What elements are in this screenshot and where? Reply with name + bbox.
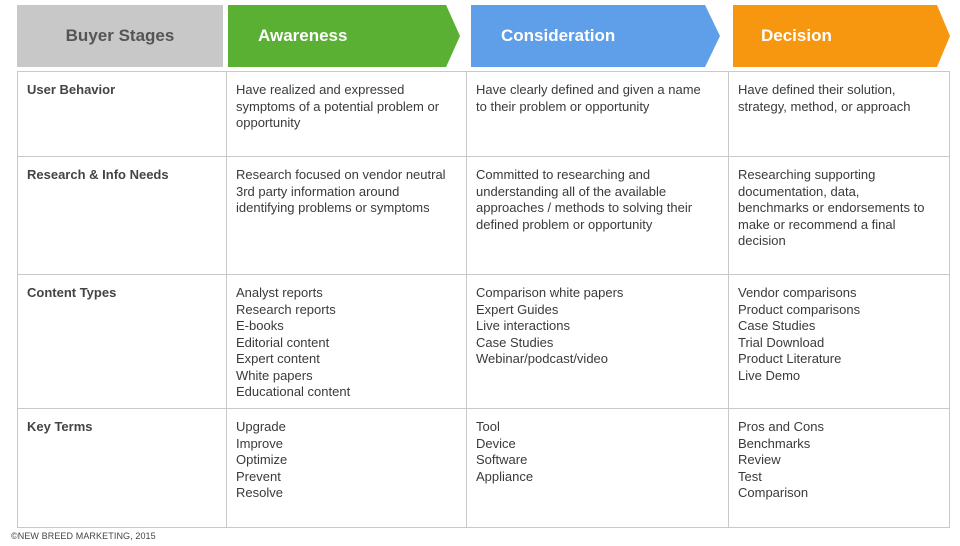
cell-research-info-needs-decision: Researching supporting documentation, dat…	[728, 156, 950, 275]
cell-key-terms-consideration: Tool Device Software Appliance	[466, 408, 729, 528]
cell-line: defined problem or opportunity	[476, 216, 653, 232]
cell-line: identifying problems or symptoms	[236, 200, 430, 215]
cell-line: 3rd party information around	[236, 183, 400, 199]
cell-line: opportunity	[236, 115, 301, 130]
cell-line: benchmarks or endorsements to	[738, 200, 925, 215]
cell-research-info-needs-awareness: Research focused on vendor neutral 3rd pa…	[226, 156, 467, 275]
cell-line: Live interactions	[476, 318, 570, 333]
cell-line: Researching supporting	[738, 167, 876, 182]
cell-user-behavior-consideration: Have clearly defined and given a name to …	[466, 71, 729, 157]
cell-line: Pros and Cons	[738, 419, 824, 434]
row-label: Research & Info Needs	[17, 156, 227, 275]
cell-content-types-awareness: Analyst reports Research reports E-books Ed…	[226, 274, 467, 409]
cell-line: Research focused on vendor neutral	[236, 167, 446, 182]
cell-line: to their problem or opportunity	[476, 98, 650, 114]
cell-line: Research reports	[236, 301, 336, 317]
cell-line: Upgrade	[236, 419, 286, 434]
row-research-info-needs: Research & Info Needs Research focused on…	[17, 156, 950, 275]
stage-header-consideration: Consideration	[471, 5, 720, 67]
cell-line: make or recommend a final	[738, 216, 896, 232]
cell-line: Have clearly defined and given a name	[476, 82, 701, 97]
cell-line: Trial Download	[738, 334, 825, 350]
cell-line: Vendor comparisons	[738, 285, 857, 300]
cell-line: Device	[476, 435, 516, 451]
row-label: Content Types	[17, 274, 227, 409]
cell-line: Comparison white papers	[476, 285, 624, 300]
cell-line: Analyst reports	[236, 285, 323, 300]
cell-line: Have realized and expressed	[236, 82, 405, 97]
cell-line: Test	[738, 468, 762, 484]
cell-line: Expert Guides	[476, 301, 559, 317]
cell-line: Benchmarks	[738, 435, 811, 451]
cell-line: Software	[476, 452, 528, 467]
cell-content-types-consideration: Comparison white papers Expert Guides Live…	[466, 274, 729, 409]
cell-line: Resolve	[236, 485, 283, 500]
cell-content-types-decision: Vendor comparisons Product comparisons Cas…	[728, 274, 950, 409]
cell-line: Case Studies	[738, 318, 816, 333]
cell-key-terms-awareness: Upgrade Improve Optimize Prevent Resolve	[226, 408, 467, 528]
buyer-stages-table: User Behavior Have realized and expressed…	[17, 71, 950, 528]
row-label: User Behavior	[17, 71, 227, 157]
cell-line: approaches / methods to solving their	[476, 200, 693, 215]
buyer-stages-header: Buyer Stages	[17, 5, 223, 67]
cell-line: Educational content	[236, 384, 351, 399]
cell-line: Improve	[236, 435, 283, 451]
row-user-behavior: User Behavior Have realized and expressed…	[17, 71, 950, 157]
cell-line: documentation, data,	[738, 183, 860, 199]
cell-line: symptoms of a potential problem or	[236, 98, 440, 114]
stage-header-decision: Decision	[733, 5, 950, 67]
cell-line: White papers	[236, 367, 313, 383]
cell-key-terms-decision: Pros and Cons Benchmarks Review Test Compari…	[728, 408, 950, 528]
cell-line: strategy, method, or approach	[738, 98, 911, 114]
cell-line: E-books	[236, 318, 284, 333]
cell-user-behavior-decision: Have defined their solution, strategy, me…	[728, 71, 950, 157]
cell-line: Product comparisons	[738, 301, 861, 317]
row-key-terms: Key Terms Upgrade Improve Optimize Prevent Re…	[17, 408, 950, 528]
cell-line: Webinar/podcast/video	[476, 351, 609, 366]
cell-line: Case Studies	[476, 334, 554, 350]
cell-line: Live Demo	[738, 367, 801, 383]
cell-line: Comparison	[738, 485, 809, 500]
cell-line: Review	[738, 452, 781, 467]
cell-line: Expert content	[236, 351, 320, 366]
cell-line: Product Literature	[738, 351, 842, 366]
cell-line: Have defined their solution,	[738, 82, 896, 97]
copyright-footer: ©NEW BREED MARKETING, 2015	[11, 531, 156, 541]
cell-user-behavior-awareness: Have realized and expressed symptoms of a…	[226, 71, 467, 157]
cell-line: Optimize	[236, 452, 288, 467]
row-content-types: Content Types Analyst reports Research rep…	[17, 274, 950, 409]
cell-line: Committed to researching and	[476, 167, 651, 182]
cell-line: Editorial content	[236, 334, 330, 350]
cell-line: Appliance	[476, 468, 534, 484]
cell-line: Tool	[476, 419, 500, 434]
cell-research-info-needs-consideration: Committed to researching and understandin…	[466, 156, 729, 275]
cell-line: decision	[738, 233, 786, 248]
row-label: Key Terms	[17, 408, 227, 528]
cell-line: Prevent	[236, 468, 281, 484]
cell-line: understanding all of the available	[476, 183, 667, 199]
stage-header-awareness: Awareness	[228, 5, 460, 67]
